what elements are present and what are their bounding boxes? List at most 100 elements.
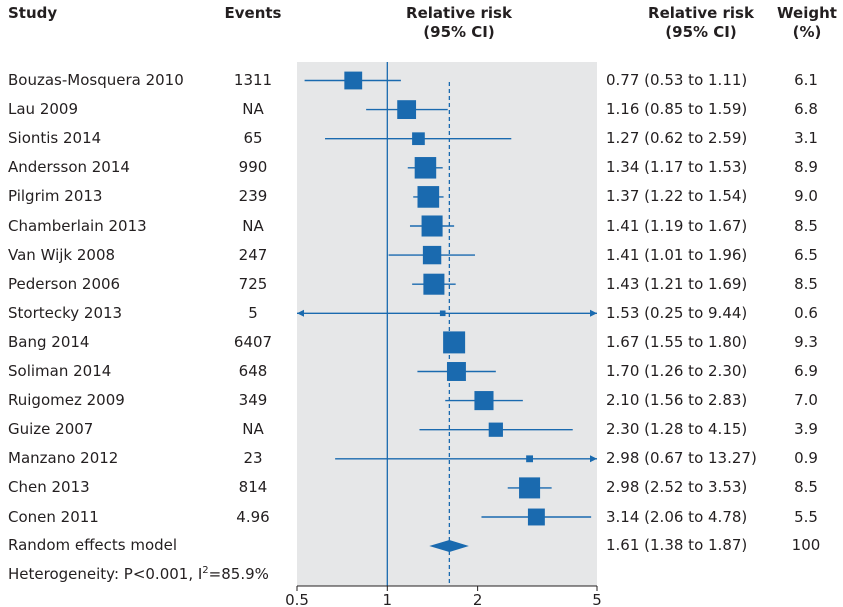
plot-panel bbox=[297, 62, 597, 586]
study-name: Chen 2013 bbox=[8, 478, 90, 497]
relative-risk-ci: 2.30 (1.28 to 4.15) bbox=[606, 420, 748, 439]
weight-percent: 6.9 bbox=[794, 362, 818, 380]
x-tick-label: 1 bbox=[383, 591, 393, 607]
heterogeneity-note: Heterogeneity: P<0.001, I2=85.9% bbox=[8, 561, 269, 584]
point-estimate-square bbox=[527, 508, 545, 526]
events-count: 4.96 bbox=[236, 507, 270, 526]
weight-percent: 8.9 bbox=[794, 158, 818, 177]
study-name: Conen 2011 bbox=[8, 507, 99, 526]
weight-percent: 5.5 bbox=[794, 507, 818, 526]
ci-arrow-left bbox=[297, 309, 304, 317]
ci-arrow-right bbox=[590, 455, 597, 463]
weight-percent: 0.9 bbox=[794, 449, 818, 468]
header-study-label: Study bbox=[8, 4, 58, 22]
header-weight-line1: Weight bbox=[777, 4, 837, 22]
events-count: 814 bbox=[238, 478, 268, 497]
table-row: Siontis 2014 65 1.27 (0.62 to 2.59) 3.1 bbox=[0, 124, 843, 153]
point-estimate-square bbox=[397, 100, 417, 120]
table-row: Soliman 2014 648 1.70 (1.26 to 2.30) 6.9 bbox=[0, 357, 843, 386]
relative-risk-ci: 2.10 (1.56 to 2.83) bbox=[606, 391, 748, 410]
x-tick-label: 2 bbox=[473, 591, 483, 607]
relative-risk-ci: 1.27 (0.62 to 2.59) bbox=[606, 129, 748, 148]
events-count: 239 bbox=[238, 187, 268, 206]
relative-risk-ci: 1.70 (1.26 to 2.30) bbox=[606, 362, 748, 380]
header-relative-risk-text: Relative risk (95% CI) bbox=[630, 4, 772, 42]
weight-percent: 7.0 bbox=[794, 391, 818, 410]
table-row: Pilgrim 2013 239 1.37 (1.22 to 1.54) 9.0 bbox=[0, 182, 843, 211]
relative-risk-ci: 1.41 (1.19 to 1.67) bbox=[606, 216, 748, 235]
point-estimate-square bbox=[526, 455, 533, 463]
weight-percent: 3.1 bbox=[794, 129, 818, 148]
point-estimate-square bbox=[439, 310, 446, 317]
table-row: Chamberlain 2013 NA 1.41 (1.19 to 1.67) 8.5 bbox=[0, 212, 843, 241]
point-estimate-square bbox=[423, 273, 445, 295]
header-relative-risk-plot: Relative risk (95% CI) bbox=[388, 4, 530, 42]
study-name: Bang 2014 bbox=[8, 332, 90, 351]
relative-risk-ci: 3.14 (2.06 to 4.78) bbox=[606, 507, 748, 526]
study-name: Manzano 2012 bbox=[8, 449, 119, 468]
heterogeneity-prefix: Heterogeneity: P<0.001, I bbox=[8, 565, 203, 583]
point-estimate-square bbox=[519, 477, 541, 499]
table-row: Bouzas-Mosquera 2010 1311 0.77 (0.53 to 1.… bbox=[0, 66, 843, 95]
events-count: 5 bbox=[248, 303, 258, 322]
relative-risk-ci: 1.53 (0.25 to 9.44) bbox=[606, 303, 748, 322]
point-estimate-square bbox=[414, 157, 437, 179]
events-count: 648 bbox=[238, 362, 268, 380]
point-estimate-square bbox=[474, 391, 494, 411]
table-row: Pederson 2006 725 1.43 (1.21 to 1.69) 8.5 bbox=[0, 270, 843, 299]
study-name: Pederson 2006 bbox=[8, 274, 121, 293]
point-estimate-square bbox=[421, 215, 443, 237]
point-estimate-square bbox=[417, 186, 440, 208]
weight-percent: 6.5 bbox=[794, 245, 818, 264]
summary-weight: 100 bbox=[791, 536, 821, 554]
study-name: Van Wijk 2008 bbox=[8, 245, 116, 264]
x-tick-label: 5 bbox=[592, 591, 602, 607]
relative-risk-ci: 2.98 (0.67 to 13.27) bbox=[606, 449, 757, 468]
study-name: Pilgrim 2013 bbox=[8, 187, 103, 206]
relative-risk-ci: 1.41 (1.01 to 1.96) bbox=[606, 245, 748, 264]
events-count: 990 bbox=[238, 158, 268, 177]
events-count: 23 bbox=[243, 449, 263, 468]
study-name: Siontis 2014 bbox=[8, 129, 102, 148]
study-name: Guize 2007 bbox=[8, 420, 94, 439]
relative-risk-ci: 1.67 (1.55 to 1.80) bbox=[606, 332, 748, 351]
events-count: NA bbox=[242, 216, 264, 235]
point-estimate-square bbox=[412, 132, 425, 146]
relative-risk-ci: 2.98 (2.52 to 3.53) bbox=[606, 478, 748, 497]
summary-row: Random effects model 1.61 (1.38 to 1.87)… bbox=[0, 531, 843, 560]
point-estimate-square bbox=[422, 245, 442, 265]
weight-percent: 8.5 bbox=[794, 478, 818, 497]
point-estimate-square bbox=[446, 362, 466, 381]
table-row: Guize 2007 NA 2.30 (1.28 to 4.15) 3.9 bbox=[0, 415, 843, 444]
events-count: 65 bbox=[243, 129, 263, 148]
study-name: Lau 2009 bbox=[8, 100, 78, 119]
weight-percent: 0.6 bbox=[794, 303, 818, 322]
weight-percent: 3.9 bbox=[794, 420, 818, 439]
events-count: 1311 bbox=[233, 71, 273, 89]
events-count: NA bbox=[242, 420, 264, 439]
header-rr-plot-line2: (95% CI) bbox=[423, 23, 495, 41]
weight-percent: 9.0 bbox=[794, 187, 818, 206]
heterogeneity-superscript: 2 bbox=[202, 565, 209, 576]
relative-risk-ci: 1.34 (1.17 to 1.53) bbox=[606, 158, 748, 177]
relative-risk-ci: 1.37 (1.22 to 1.54) bbox=[606, 187, 748, 206]
header-events: Events bbox=[218, 4, 288, 23]
events-count: NA bbox=[242, 100, 264, 119]
table-row: Bang 2014 6407 1.67 (1.55 to 1.80) 9.3 bbox=[0, 328, 843, 357]
point-estimate-square bbox=[488, 422, 503, 437]
table-row: Van Wijk 2008 247 1.41 (1.01 to 1.96) 6.5 bbox=[0, 241, 843, 270]
table-row: Lau 2009 NA 1.16 (0.85 to 1.59) 6.8 bbox=[0, 95, 843, 124]
relative-risk-ci: 1.43 (1.21 to 1.69) bbox=[606, 274, 748, 293]
weight-percent: 9.3 bbox=[794, 332, 818, 351]
header-rr-text-line1: Relative risk bbox=[648, 4, 754, 22]
study-name: Ruigomez 2009 bbox=[8, 391, 125, 410]
header-weight: Weight (%) bbox=[776, 4, 838, 42]
heterogeneity-suffix: =85.9% bbox=[208, 565, 269, 583]
study-name: Bouzas-Mosquera 2010 bbox=[8, 71, 184, 89]
study-markers bbox=[297, 71, 597, 552]
study-name: Andersson 2014 bbox=[8, 158, 130, 177]
table-row: Conen 2011 4.96 3.14 (2.06 to 4.78) 5.5 bbox=[0, 503, 843, 532]
table-row: Stortecky 2013 5 1.53 (0.25 to 9.44) 0.6 bbox=[0, 299, 843, 328]
events-count: 349 bbox=[238, 391, 268, 410]
